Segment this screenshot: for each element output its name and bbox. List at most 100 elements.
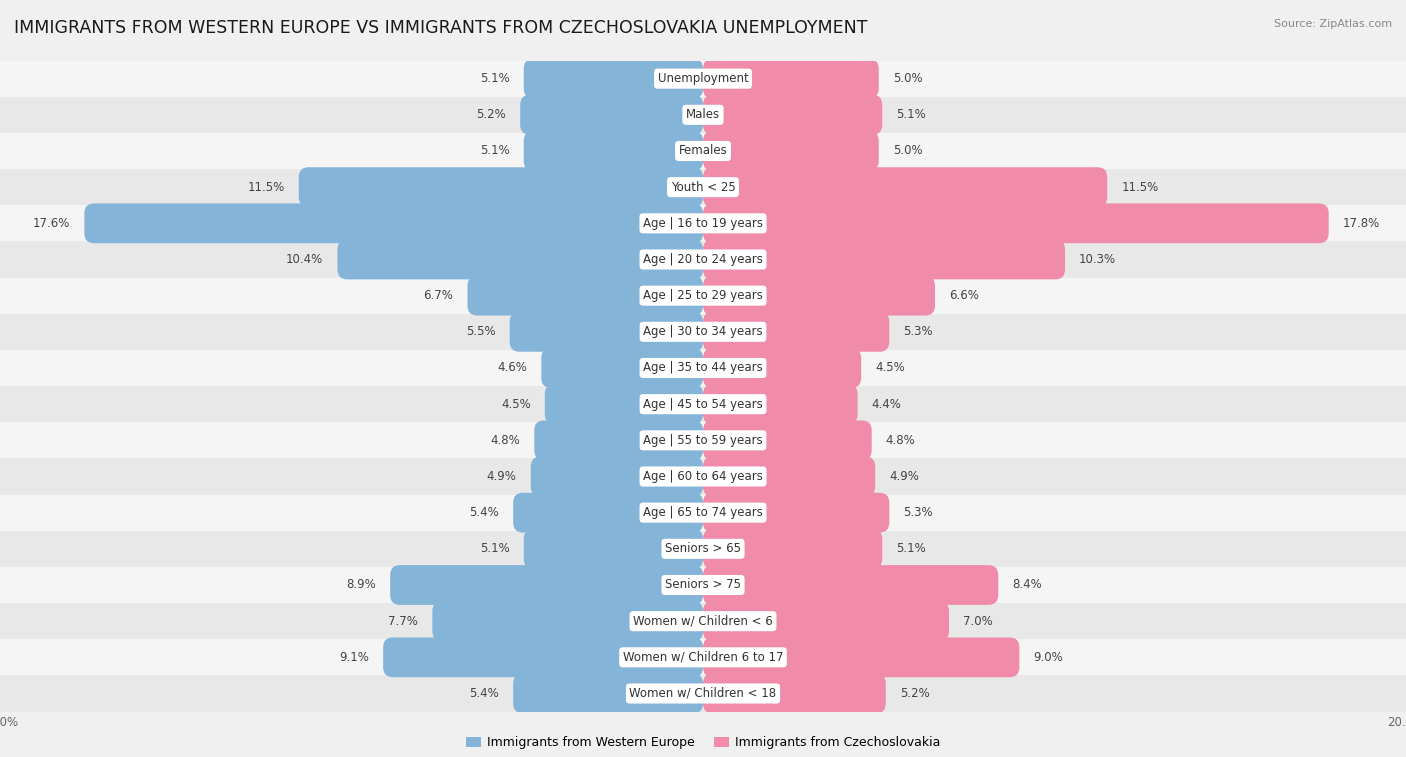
Text: Age | 16 to 19 years: Age | 16 to 19 years: [643, 217, 763, 230]
Text: 5.5%: 5.5%: [465, 326, 496, 338]
Text: 5.1%: 5.1%: [479, 145, 510, 157]
FancyBboxPatch shape: [520, 95, 703, 135]
Bar: [0, 675, 1406, 712]
FancyBboxPatch shape: [467, 276, 703, 316]
FancyBboxPatch shape: [510, 312, 703, 352]
Text: Source: ZipAtlas.com: Source: ZipAtlas.com: [1274, 19, 1392, 29]
Bar: [0, 459, 1406, 494]
FancyBboxPatch shape: [703, 637, 1019, 678]
Text: Males: Males: [686, 108, 720, 121]
FancyBboxPatch shape: [703, 493, 889, 532]
Text: 10.3%: 10.3%: [1080, 253, 1116, 266]
FancyBboxPatch shape: [382, 637, 703, 678]
FancyBboxPatch shape: [513, 674, 703, 713]
Text: 4.8%: 4.8%: [491, 434, 520, 447]
Text: 7.7%: 7.7%: [388, 615, 419, 628]
Text: 5.1%: 5.1%: [897, 108, 927, 121]
Text: 4.5%: 4.5%: [501, 397, 531, 410]
FancyBboxPatch shape: [703, 456, 875, 497]
FancyBboxPatch shape: [703, 674, 886, 713]
Text: 4.8%: 4.8%: [886, 434, 915, 447]
Text: IMMIGRANTS FROM WESTERN EUROPE VS IMMIGRANTS FROM CZECHOSLOVAKIA UNEMPLOYMENT: IMMIGRANTS FROM WESTERN EUROPE VS IMMIGR…: [14, 19, 868, 37]
Text: 7.0%: 7.0%: [963, 615, 993, 628]
FancyBboxPatch shape: [531, 456, 703, 497]
FancyBboxPatch shape: [703, 348, 860, 388]
Text: 11.5%: 11.5%: [247, 181, 285, 194]
Legend: Immigrants from Western Europe, Immigrants from Czechoslovakia: Immigrants from Western Europe, Immigran…: [461, 731, 945, 754]
Text: 5.4%: 5.4%: [470, 506, 499, 519]
FancyBboxPatch shape: [299, 167, 703, 207]
FancyBboxPatch shape: [703, 601, 949, 641]
Bar: [0, 278, 1406, 313]
Text: 5.4%: 5.4%: [470, 687, 499, 700]
Text: Age | 20 to 24 years: Age | 20 to 24 years: [643, 253, 763, 266]
Text: 5.1%: 5.1%: [479, 542, 510, 556]
Text: 9.0%: 9.0%: [1033, 651, 1063, 664]
Text: 5.3%: 5.3%: [904, 506, 934, 519]
Text: Seniors > 65: Seniors > 65: [665, 542, 741, 556]
Bar: [0, 386, 1406, 422]
FancyBboxPatch shape: [524, 529, 703, 569]
FancyBboxPatch shape: [391, 565, 703, 605]
FancyBboxPatch shape: [703, 204, 1329, 243]
Text: 8.9%: 8.9%: [346, 578, 375, 591]
Text: 4.9%: 4.9%: [890, 470, 920, 483]
Text: 17.6%: 17.6%: [32, 217, 70, 230]
Text: Age | 35 to 44 years: Age | 35 to 44 years: [643, 362, 763, 375]
FancyBboxPatch shape: [703, 420, 872, 460]
FancyBboxPatch shape: [546, 385, 703, 424]
FancyBboxPatch shape: [513, 493, 703, 532]
Text: Seniors > 75: Seniors > 75: [665, 578, 741, 591]
FancyBboxPatch shape: [524, 131, 703, 171]
Text: Youth < 25: Youth < 25: [671, 181, 735, 194]
FancyBboxPatch shape: [703, 385, 858, 424]
Text: 4.4%: 4.4%: [872, 397, 901, 410]
FancyBboxPatch shape: [703, 529, 883, 569]
Bar: [0, 639, 1406, 675]
FancyBboxPatch shape: [703, 312, 889, 352]
Text: Age | 25 to 29 years: Age | 25 to 29 years: [643, 289, 763, 302]
Text: 5.2%: 5.2%: [477, 108, 506, 121]
Text: Age | 65 to 74 years: Age | 65 to 74 years: [643, 506, 763, 519]
Text: Women w/ Children < 6: Women w/ Children < 6: [633, 615, 773, 628]
FancyBboxPatch shape: [703, 131, 879, 171]
Text: Age | 55 to 59 years: Age | 55 to 59 years: [643, 434, 763, 447]
FancyBboxPatch shape: [703, 565, 998, 605]
Bar: [0, 241, 1406, 278]
Text: 10.4%: 10.4%: [287, 253, 323, 266]
Bar: [0, 169, 1406, 205]
Text: 4.6%: 4.6%: [498, 362, 527, 375]
Text: 5.2%: 5.2%: [900, 687, 929, 700]
FancyBboxPatch shape: [703, 95, 883, 135]
Text: Women w/ Children < 18: Women w/ Children < 18: [630, 687, 776, 700]
FancyBboxPatch shape: [524, 59, 703, 98]
Bar: [0, 494, 1406, 531]
Text: Age | 60 to 64 years: Age | 60 to 64 years: [643, 470, 763, 483]
Text: Unemployment: Unemployment: [658, 72, 748, 85]
Bar: [0, 133, 1406, 169]
Bar: [0, 422, 1406, 459]
Bar: [0, 205, 1406, 241]
Bar: [0, 567, 1406, 603]
FancyBboxPatch shape: [84, 204, 703, 243]
FancyBboxPatch shape: [337, 239, 703, 279]
Text: 5.1%: 5.1%: [479, 72, 510, 85]
Text: 11.5%: 11.5%: [1122, 181, 1159, 194]
Text: 6.6%: 6.6%: [949, 289, 979, 302]
FancyBboxPatch shape: [534, 420, 703, 460]
Bar: [0, 97, 1406, 133]
Text: 4.9%: 4.9%: [486, 470, 517, 483]
Text: Women w/ Children 6 to 17: Women w/ Children 6 to 17: [623, 651, 783, 664]
Text: 8.4%: 8.4%: [1012, 578, 1042, 591]
Text: 4.5%: 4.5%: [875, 362, 905, 375]
Text: Females: Females: [679, 145, 727, 157]
Text: Age | 45 to 54 years: Age | 45 to 54 years: [643, 397, 763, 410]
Text: 6.7%: 6.7%: [423, 289, 453, 302]
Text: Age | 30 to 34 years: Age | 30 to 34 years: [643, 326, 763, 338]
Text: 5.1%: 5.1%: [897, 542, 927, 556]
Text: 9.1%: 9.1%: [339, 651, 368, 664]
Text: 5.0%: 5.0%: [893, 145, 922, 157]
Text: 5.0%: 5.0%: [893, 72, 922, 85]
FancyBboxPatch shape: [703, 167, 1108, 207]
FancyBboxPatch shape: [703, 239, 1066, 279]
